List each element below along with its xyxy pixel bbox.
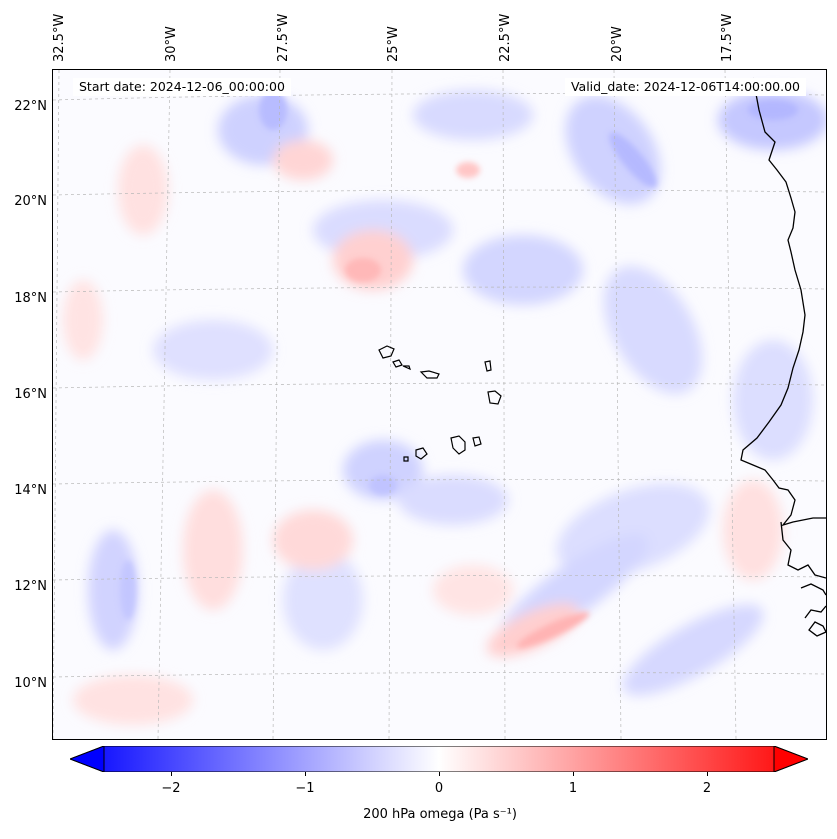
colorbar-label: 200 hPa omega (Pa s⁻¹)	[363, 807, 517, 822]
colorbar-tick-label-1: 1	[568, 781, 578, 796]
colorbar-tick	[707, 772, 708, 776]
valid-date-label: Valid_date: 2024-12-06T14:00:00.00	[564, 78, 806, 96]
colorbar-tick-label-neg2: −2	[161, 781, 181, 796]
lat-label-20n: 20°N	[14, 194, 47, 209]
colorbar-tick-label-2: 2	[702, 781, 712, 796]
colorbar	[70, 746, 808, 772]
colorbar-tick	[439, 772, 440, 776]
map-panel: Start date: 2024-12-06_00:00:00 Valid_da…	[52, 69, 827, 740]
lat-label-18n: 18°N	[14, 291, 47, 306]
omega-shading	[63, 90, 826, 725]
lat-label-14n: 14°N	[14, 483, 47, 498]
lon-label-25w: 25°W	[386, 26, 401, 62]
lon-label-27-5w: 27.5°W	[276, 13, 291, 62]
lon-label-30w: 30°W	[164, 26, 179, 62]
lon-label-32-5w: 32.5°W	[52, 13, 67, 62]
start-date-label: Start date: 2024-12-06_00:00:00	[73, 78, 291, 96]
lat-label-22n: 22°N	[14, 99, 47, 114]
colorbar-tick	[305, 772, 306, 776]
lon-label-20w: 20°W	[610, 26, 625, 62]
colorbar-tick	[573, 772, 574, 776]
omega-shading-detail	[120, 90, 798, 649]
lon-label-22-5w: 22.5°W	[498, 13, 513, 62]
lat-label-10n: 10°N	[14, 676, 47, 691]
coastline	[740, 77, 826, 637]
colorbar-tick	[171, 772, 172, 776]
lat-label-12n: 12°N	[14, 579, 47, 594]
omega-field-map	[53, 70, 826, 739]
colorbar-tick-label-neg1: −1	[295, 781, 315, 796]
lon-label-17-5w: 17.5°W	[720, 13, 735, 62]
islands	[378, 345, 502, 462]
colorbar-tick-label-0: 0	[434, 781, 444, 796]
lat-label-16n: 16°N	[14, 387, 47, 402]
